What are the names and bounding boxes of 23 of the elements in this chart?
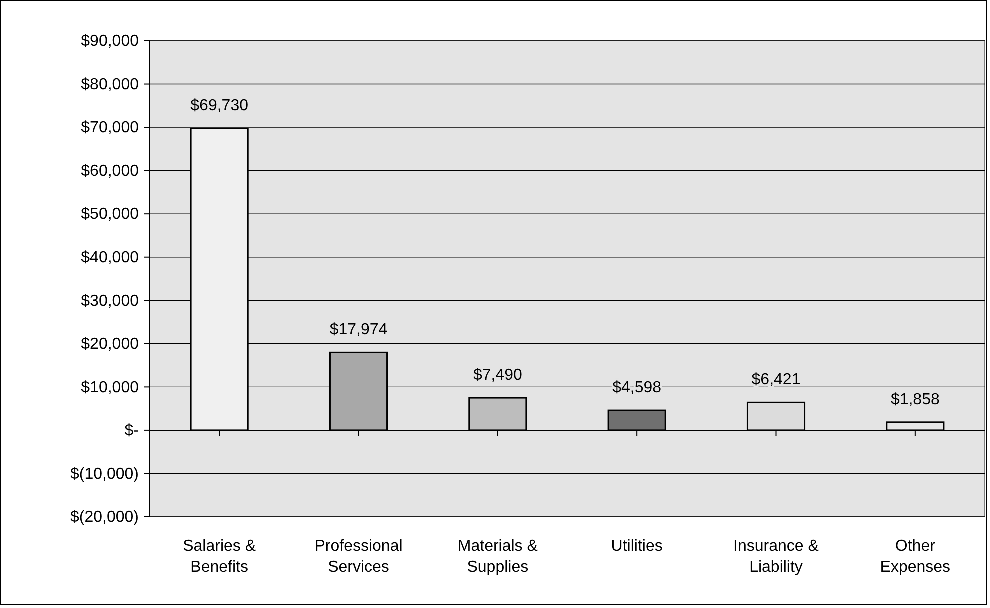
y-tick-label: $30,000 <box>81 292 140 310</box>
data-label: $17,974 <box>330 322 388 339</box>
x-tick-label: Utilities <box>611 538 663 555</box>
y-tick-label: $- <box>124 422 139 440</box>
x-tick-label: Professional Services <box>314 538 403 576</box>
y-tick-label: $40,000 <box>81 249 140 266</box>
y-tick-label: $50,000 <box>81 206 140 224</box>
y-tick-label: $20,000 <box>81 336 140 354</box>
x-tick-label: Materials & Supplies <box>458 538 538 576</box>
x-tick-label: Salaries & Benefits <box>183 538 256 576</box>
data-label: $69,730 <box>190 98 249 115</box>
y-tick-label: $(10,000) <box>70 466 139 483</box>
data-label: $1,858 <box>890 391 940 408</box>
y-tick-label: $90,000 <box>81 33 140 50</box>
y-tick-label: $60,000 <box>81 162 140 180</box>
y-tick-label: $10,000 <box>81 379 140 396</box>
data-label: $7,490 <box>473 367 522 384</box>
x-tick-label: Other Expenses <box>880 538 951 576</box>
data-label: $6,421 <box>752 372 801 389</box>
x-tick-label: Insurance & Liability <box>734 538 820 576</box>
y-tick-label: $70,000 <box>81 120 140 137</box>
y-tick-label: $(20,000) <box>70 509 139 526</box>
y-tick-label: $80,000 <box>81 76 140 94</box>
